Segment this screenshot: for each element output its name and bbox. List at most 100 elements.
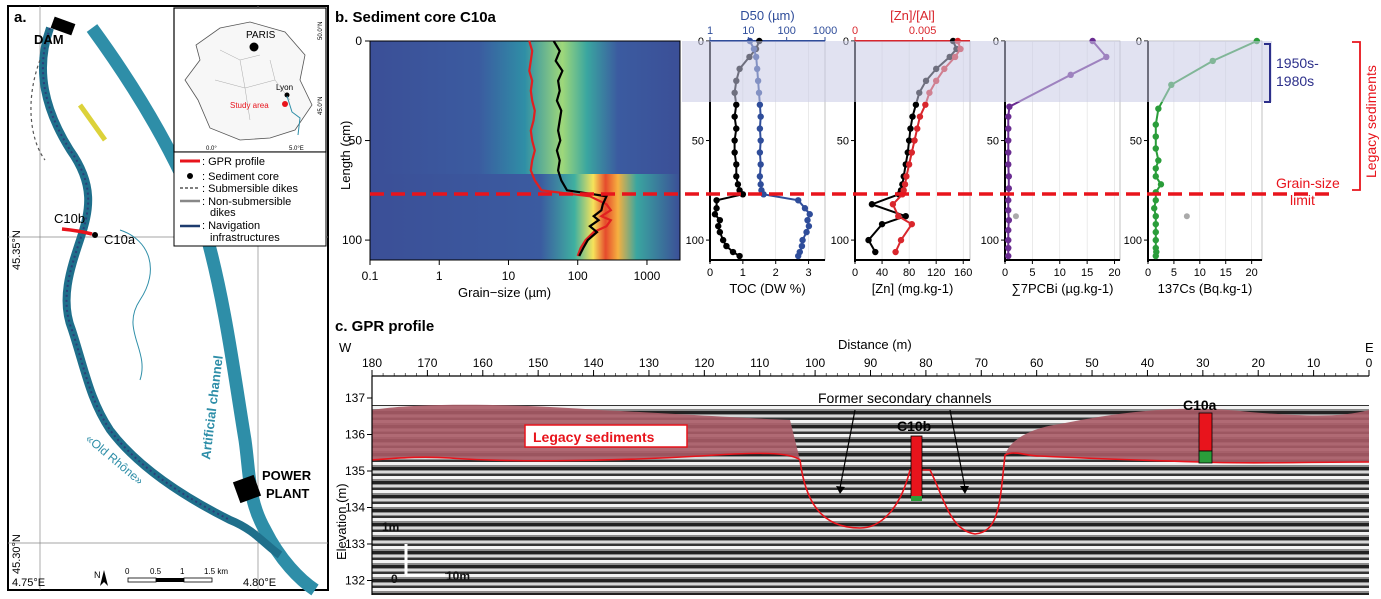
distance-tick-label: 60 [1030, 356, 1044, 370]
profile-xlabel: 137Cs (Bq.kg-1) [1158, 281, 1253, 296]
distance-tick-label: 150 [528, 356, 548, 370]
outlier-point [1012, 213, 1019, 220]
series-point [1152, 197, 1159, 204]
series-point [1005, 226, 1012, 234]
legacy-band-label-2: 1980s [1276, 73, 1314, 89]
xtick-label: 0 [852, 267, 858, 279]
inset-lyon: Lyon [276, 83, 293, 92]
series-point [903, 173, 910, 180]
x2tick-label: 1000 [813, 25, 837, 37]
series-point [889, 201, 897, 208]
depth-tick-label: 100 [981, 235, 999, 247]
series-point [1152, 220, 1159, 228]
svg-text:1m: 1m [382, 520, 399, 534]
series-point [713, 205, 720, 212]
north-arrow-icon: N [94, 570, 108, 586]
heatmap-black-line [552, 40, 609, 257]
svg-text:1.5 km: 1.5 km [204, 567, 228, 576]
arrow-channel-2 [949, 409, 966, 489]
depth-tick-label: 0 [355, 34, 362, 48]
series-point [868, 201, 876, 208]
xtick-label: 20 [1108, 267, 1120, 279]
series-point [731, 113, 738, 120]
elevation-tick-label: 135 [345, 464, 365, 478]
panel-b-core: b. Sediment core C10a Length (cm) 0.1 1 10… [335, 8, 1379, 300]
heat-xtick-label: 1 [436, 269, 443, 283]
c10a-core-label: C10a [1183, 397, 1217, 413]
series-point [756, 149, 764, 156]
distance-tick-label: 50 [1085, 356, 1099, 370]
c10a-core-bar [1198, 412, 1213, 452]
grain-size-heatmap: 0.1 1 10 100 1000 0 50 100 Grain−size (µm) [342, 34, 681, 300]
series-point [1005, 125, 1012, 132]
profile-xlabel: TOC (DW %) [729, 281, 805, 296]
distance-tick-label: 170 [417, 356, 437, 370]
depth-tick-label: 100 [831, 235, 849, 247]
profile-x2label: D50 (µm) [740, 8, 794, 23]
series-point [795, 252, 802, 260]
gpr-profile-line [61, 227, 93, 236]
gpr-scale-bar: 1m 10m 0 [382, 520, 470, 586]
series-point [902, 213, 909, 220]
depth-tick-label: 50 [349, 134, 363, 148]
legacy-sediments-box [524, 424, 688, 448]
series-point [1006, 103, 1013, 110]
c10a-label: C10a [104, 232, 136, 247]
series-point [878, 220, 886, 228]
series-point [733, 161, 740, 168]
heat-xtick-label: 100 [568, 269, 588, 283]
heatmap-lower [370, 174, 680, 260]
legacy-sediments-box-label: Legacy sediments [533, 429, 655, 445]
legacy-bracket [1264, 43, 1271, 103]
series-point [1005, 173, 1013, 180]
legend-nonsub: : Non-submersible [202, 196, 291, 208]
elevation-tick-label: 132 [345, 574, 365, 588]
xtick-label: 1 [740, 267, 746, 279]
series-point [895, 213, 902, 220]
xtick-label: 20 [1246, 267, 1258, 279]
series-point [1005, 207, 1012, 214]
distance-tick-label: 120 [694, 356, 714, 370]
paris-dot [249, 42, 259, 52]
distance-label: Distance (m) [838, 337, 912, 352]
series-point [733, 125, 740, 132]
xtick-label: 0 [1145, 267, 1151, 279]
series-point [731, 149, 738, 156]
lyon-dot [284, 92, 290, 98]
series-point [804, 216, 811, 224]
series-point [1152, 165, 1159, 172]
depth-tick-label: 50 [987, 136, 999, 148]
east-label: E [1365, 340, 1374, 355]
series-point [1152, 213, 1159, 220]
lon-480-label: 4.80°E [243, 577, 276, 589]
study-area-dot [282, 101, 288, 107]
series-point [719, 236, 727, 244]
series-point [892, 248, 899, 256]
panel-c-title: c. GPR profile [335, 318, 434, 335]
series-point [733, 173, 740, 180]
c10b-core-label: C10b [897, 418, 931, 434]
series-point [1157, 181, 1165, 188]
series-point [872, 248, 879, 256]
series-point [1005, 244, 1012, 252]
profile-x2label: [Zn]/[Al] [890, 8, 935, 23]
series-point [756, 125, 764, 132]
svg-text:45.0°N: 45.0°N [318, 97, 324, 115]
legend-nav-2: infrastructures [210, 232, 280, 244]
xtick-label: 5 [1029, 267, 1035, 279]
distance-tick-label: 130 [639, 356, 659, 370]
distance-tick-label: 10 [1307, 356, 1321, 370]
series-point [756, 101, 764, 108]
elevation-tick-label: 136 [345, 428, 365, 442]
legend-sub: : Submersible dikes [202, 183, 298, 195]
svg-text:5.0°E: 5.0°E [289, 146, 304, 152]
svg-text:1: 1 [180, 567, 185, 576]
gpr-sky [372, 392, 1369, 405]
legacy-band [682, 41, 1272, 102]
distance-tick-label: 70 [975, 356, 989, 370]
x2tick-label: 100 [777, 25, 795, 37]
panel-a-label: a. [14, 9, 27, 26]
series-point [729, 248, 737, 256]
depth-tick-label: 50 [1130, 136, 1142, 148]
series-point [1005, 197, 1012, 204]
